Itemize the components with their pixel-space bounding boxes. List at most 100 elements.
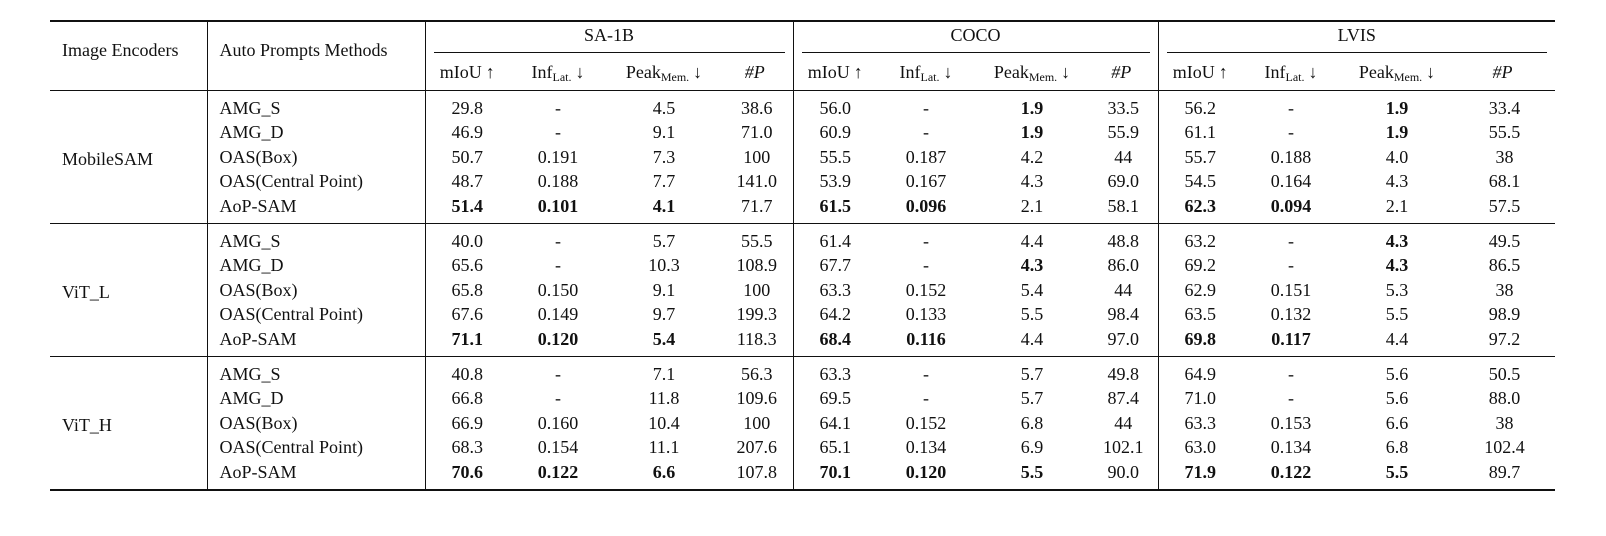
metric-name: mIoU (1172, 61, 1215, 82)
metric-header: InfLat. ↓ (1242, 56, 1340, 91)
value-cell: 5.3 (1385, 279, 1409, 300)
value-cell: 0.152 (905, 279, 947, 300)
dataset-label: LVIS (1166, 25, 1547, 53)
value-cell: 108.9 (736, 255, 778, 276)
value-cell: 63.2 (1157, 223, 1242, 254)
value-cell: 4.4 (1385, 328, 1409, 349)
table-header: Image Encoders Auto Prompts Methods SA-1… (50, 21, 1555, 91)
value-cell: 5.6 (1385, 388, 1409, 409)
value-cell: 57.5 (1488, 195, 1521, 216)
metric-header: #P (721, 56, 793, 91)
value-cell: 63.5 (1157, 302, 1242, 327)
method-cell: OAS(Box) (206, 144, 425, 170)
value-cell: 0.134 (905, 437, 947, 458)
value-cell: 5.4 (1020, 279, 1044, 300)
value-cell: - (1242, 90, 1340, 121)
header-row-metrics: mIoU ↑ InfLat. ↓ PeakMem. ↓ #P mIoU ↑ InfLat. ↓ Pea… (50, 56, 1555, 91)
value-cell: 58.1 (1107, 195, 1140, 216)
dataset-label: SA-1B (433, 25, 785, 53)
value-cell: 69.0 (1107, 171, 1140, 192)
table-row: ViT_H AMG_S 40.8-7.1 56.3 63.3-5.7 49.8 64.9-5… (50, 356, 1555, 491)
value-cell: 141.0 (736, 171, 778, 192)
method-cell: AoP-SAM (206, 326, 425, 357)
value-cell: 44 (1114, 146, 1133, 167)
value-cell: 0.153 (1270, 412, 1312, 433)
value-cell: 65.1 (792, 435, 877, 460)
value-cell: 86.5 (1488, 255, 1521, 276)
value-cell: 9.1 (652, 122, 676, 143)
metric-name: Inf (899, 61, 921, 82)
value-cell: 4.3 (1020, 171, 1044, 192)
value-cell: 7.7 (652, 171, 676, 192)
table-row: OAS(Central Point) 48.7 0.188 7.7 141.0 53.9 0… (50, 169, 1555, 194)
header-auto-prompts-methods: Auto Prompts Methods (206, 21, 425, 91)
metric-name: #P (1111, 61, 1132, 82)
value-cell: 97.0 (1107, 328, 1140, 349)
metric-name: Inf (531, 61, 553, 82)
table-row: AMG_D 66.8 - 11.8 109.6 69.5 - 5.7 87.4 71.0 - 5.6 8… (50, 386, 1555, 411)
value-cell: 6.6 (652, 461, 676, 482)
value-cell: 2.1 (1020, 195, 1044, 216)
value-cell: 10.3 (648, 255, 680, 276)
value-cell: 66.8 (424, 386, 509, 411)
metric-header: InfLat. ↓ (509, 56, 607, 91)
value-cell: 0.122 (537, 461, 579, 482)
value-cell: 68.3 (424, 435, 509, 460)
metric-arrow: ↑ (485, 61, 495, 82)
value-cell: 55.7 (1157, 144, 1242, 170)
value-cell: 1.9 (975, 90, 1089, 121)
value-cell: - (509, 223, 607, 254)
metric-header: #P (1089, 56, 1158, 91)
value-cell: 86.0 (1107, 255, 1140, 276)
value-cell: 102.4 (1484, 437, 1525, 458)
value-cell: 33.4 (1454, 90, 1555, 121)
method-cell: AoP-SAM (206, 193, 425, 224)
value-cell: 90.0 (1107, 461, 1140, 482)
value-cell: 71.7 (741, 195, 773, 216)
value-cell: 1.9 (1340, 90, 1454, 121)
table-row: MobileSAM AMG_S 29.8-4.5 38.6 56.0-1.9 33.5 56… (50, 89, 1555, 224)
value-cell: 61.4 (792, 223, 877, 254)
value-cell: - (877, 90, 975, 121)
value-cell: 68.4 (792, 326, 877, 357)
method-cell: AoP-SAM (206, 459, 425, 491)
metric-arrow: ↑ (1218, 61, 1228, 82)
value-cell: 55.9 (1107, 122, 1140, 143)
value-cell: 38 (1495, 412, 1514, 433)
value-cell: 0.164 (1270, 171, 1312, 192)
value-cell: 60.9 (792, 120, 877, 145)
value-cell: 64.9 (1157, 356, 1242, 387)
value-cell: 67.6 (424, 302, 509, 327)
value-cell: 0.151 (1270, 279, 1312, 300)
table-body: MobileSAM AMG_S 29.8-4.5 38.6 56.0-1.9 33.5 56… (50, 89, 1555, 491)
value-cell: 87.4 (1107, 388, 1140, 409)
value-cell: 46.9 (424, 120, 509, 145)
value-cell: 1.9 (1385, 122, 1409, 143)
value-cell: - (555, 388, 561, 409)
value-cell: 2.1 (1385, 195, 1409, 216)
value-cell: 63.3 (792, 277, 877, 303)
value-cell: 63.0 (1157, 435, 1242, 460)
value-cell: 55.5 (1488, 122, 1521, 143)
value-cell: 61.1 (1157, 120, 1242, 145)
header-dataset-lvis: LVIS (1157, 21, 1555, 56)
metric-subscript: Mem. (1028, 69, 1058, 84)
value-cell: 38 (1495, 279, 1514, 300)
value-cell: 100 (743, 279, 771, 300)
value-cell: 0.160 (537, 412, 579, 433)
value-cell: 98.9 (1488, 304, 1521, 325)
method-cell: AMG_S (206, 90, 425, 121)
value-cell: 71.1 (424, 326, 509, 357)
table-row: OAS(Central Point) 68.3 0.154 11.1 207.6 65.1… (50, 435, 1555, 460)
value-cell: 40.0 (424, 223, 509, 254)
value-cell: 0.122 (1270, 461, 1312, 482)
table-row: OAS(Central Point) 67.6 0.149 9.7 199.3 64.2 0… (50, 302, 1555, 327)
value-cell: 49.5 (1454, 223, 1555, 254)
value-cell: 48.7 (424, 169, 509, 194)
value-cell: 0.133 (905, 304, 947, 325)
method-cell: AMG_D (206, 120, 425, 145)
value-cell: 0.191 (537, 146, 579, 167)
value-cell: 33.5 (1089, 90, 1158, 121)
value-cell: 69.5 (792, 386, 877, 411)
value-cell: 4.3 (1340, 223, 1454, 254)
